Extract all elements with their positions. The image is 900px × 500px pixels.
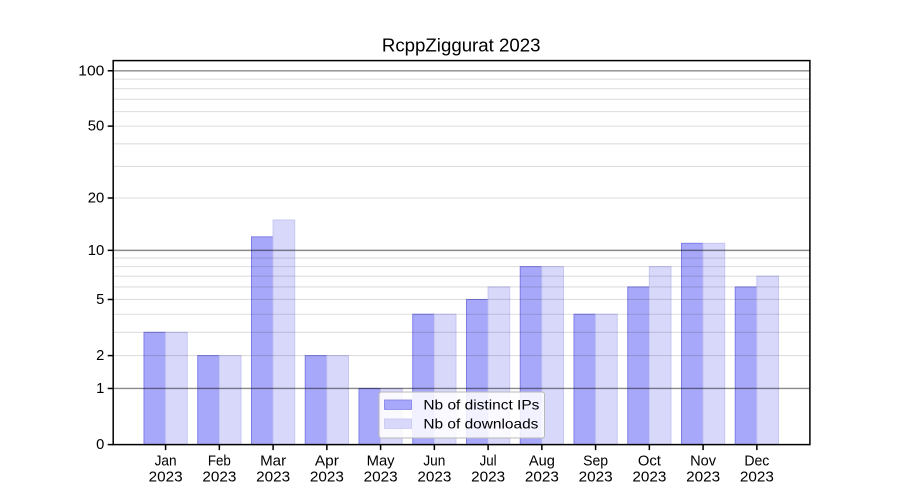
svg-text:2023: 2023 [471, 470, 505, 486]
svg-text:RcppZiggurat 2023: RcppZiggurat 2023 [382, 35, 541, 56]
svg-text:20: 20 [88, 190, 105, 206]
svg-text:Sep: Sep [583, 454, 608, 470]
svg-text:0: 0 [96, 437, 104, 453]
svg-text:1: 1 [96, 381, 104, 397]
svg-text:Dec: Dec [744, 454, 769, 470]
svg-text:Feb: Feb [208, 454, 231, 470]
svg-text:2023: 2023 [525, 470, 559, 486]
svg-text:5: 5 [96, 292, 104, 308]
svg-text:2023: 2023 [256, 470, 290, 486]
svg-text:10: 10 [88, 243, 105, 259]
svg-text:50: 50 [88, 119, 105, 135]
svg-text:Jan: Jan [155, 454, 177, 470]
svg-text:Nov: Nov [690, 454, 717, 470]
svg-text:Aug: Aug [529, 454, 555, 470]
svg-text:Mar: Mar [260, 454, 286, 470]
svg-text:Nb of downloads: Nb of downloads [423, 415, 538, 431]
svg-text:2023: 2023 [364, 470, 398, 486]
svg-text:Nb of distinct IPs: Nb of distinct IPs [423, 396, 539, 412]
svg-text:2023: 2023 [579, 470, 613, 486]
svg-text:Jul: Jul [480, 454, 497, 470]
svg-text:2: 2 [96, 348, 104, 364]
svg-text:2023: 2023 [740, 470, 774, 486]
svg-text:2023: 2023 [310, 470, 344, 486]
svg-text:Oct: Oct [638, 454, 661, 470]
svg-text:2023: 2023 [202, 470, 236, 486]
svg-text:2023: 2023 [417, 470, 451, 486]
svg-text:Apr: Apr [315, 454, 339, 470]
svg-text:2023: 2023 [149, 470, 183, 486]
svg-text:May: May [367, 454, 396, 470]
svg-text:2023: 2023 [686, 470, 720, 486]
svg-text:Jun: Jun [423, 454, 445, 470]
svg-text:100: 100 [78, 63, 104, 79]
svg-text:2023: 2023 [632, 470, 666, 486]
